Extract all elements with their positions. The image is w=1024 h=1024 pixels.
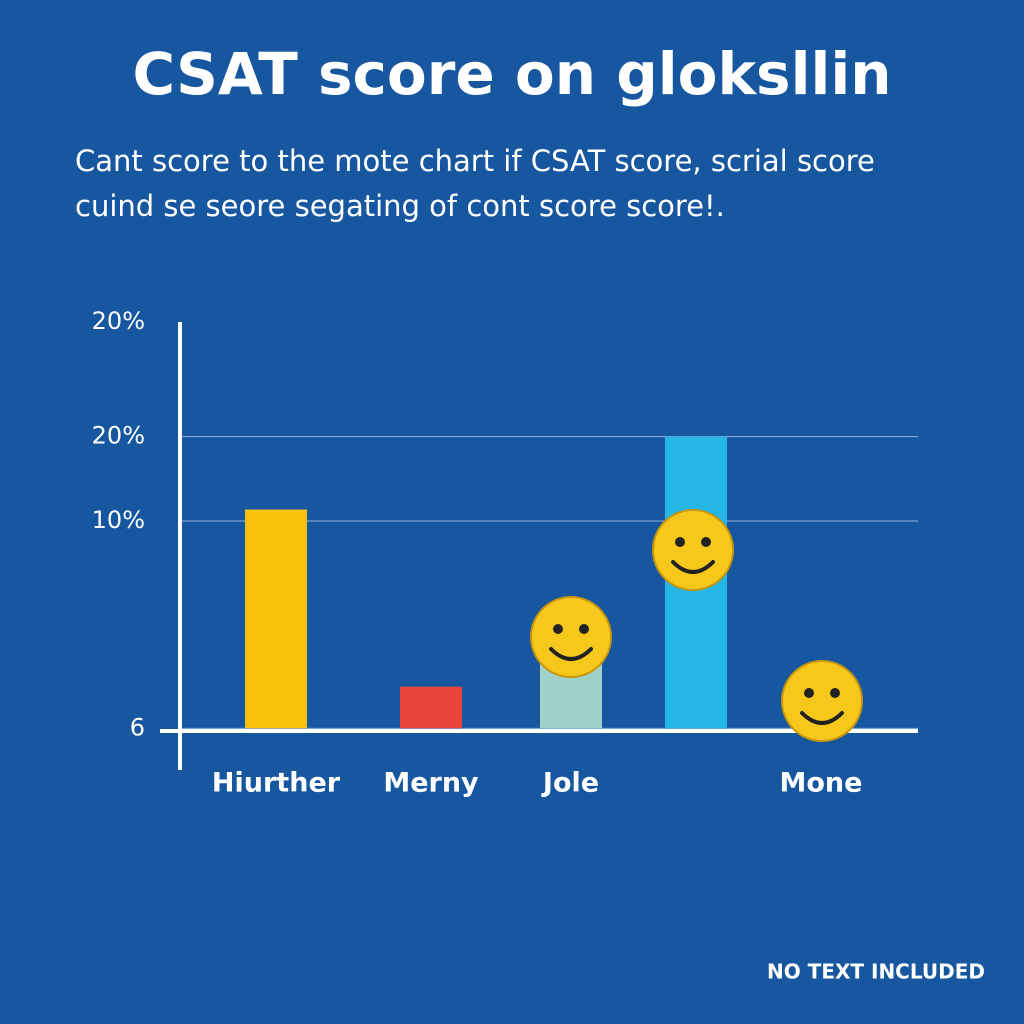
bar bbox=[400, 686, 462, 729]
footer: NO TEXT INCLUDED bbox=[767, 960, 985, 984]
x-tick-label: Jole bbox=[541, 768, 599, 799]
smiley bbox=[530, 596, 612, 678]
smiley bbox=[781, 660, 863, 742]
chart-title: CSAT score on gloksllin bbox=[132, 40, 891, 108]
y-tick-label: 6 bbox=[130, 713, 145, 741]
axis-annotation: 10% bbox=[92, 506, 145, 534]
x-tick-label: Merny bbox=[383, 768, 479, 799]
x-tick-label: Mone bbox=[780, 768, 863, 799]
subtitle: Cant score to the mote chart if CSAT sco… bbox=[75, 144, 875, 178]
subtitle: cuind se seore segating of cont score sc… bbox=[75, 189, 725, 223]
axis-annotation: 20% bbox=[92, 307, 145, 335]
smiley bbox=[652, 509, 734, 591]
x-tick-label: Hiurther bbox=[212, 768, 341, 799]
y-tick-label: 20% bbox=[92, 422, 145, 450]
bar bbox=[245, 509, 307, 729]
